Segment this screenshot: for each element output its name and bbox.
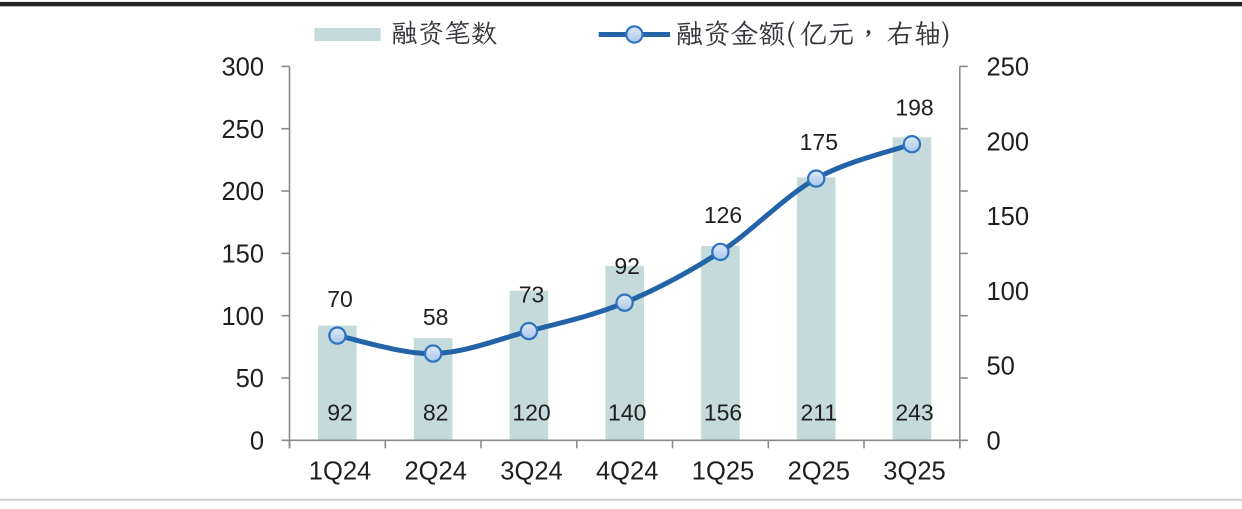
svg-text:50: 50 [236,365,264,393]
svg-text:250: 250 [221,116,264,144]
svg-text:156: 156 [704,399,742,425]
svg-text:198: 198 [895,95,933,121]
svg-text:200: 200 [221,178,264,206]
svg-text:100: 100 [987,278,1030,306]
svg-text:2Q24: 2Q24 [405,458,467,486]
svg-text:70: 70 [327,286,353,312]
svg-text:140: 140 [608,399,646,425]
svg-text:211: 211 [800,399,837,425]
svg-text:2Q25: 2Q25 [788,458,850,486]
svg-text:0: 0 [250,428,264,456]
svg-text:100: 100 [221,303,264,331]
svg-text:1Q25: 1Q25 [692,458,754,486]
svg-text:92: 92 [614,253,640,279]
svg-text:3Q24: 3Q24 [500,458,562,486]
svg-text:92: 92 [327,399,353,425]
svg-text:250: 250 [987,54,1030,82]
svg-text:175: 175 [800,129,838,155]
svg-text:300: 300 [221,54,264,82]
svg-text:3Q25: 3Q25 [883,458,945,486]
svg-text:120: 120 [512,399,550,425]
svg-text:1Q24: 1Q24 [309,458,371,486]
svg-text:0: 0 [987,428,1001,456]
svg-text:82: 82 [423,399,449,425]
svg-text:4Q24: 4Q24 [596,458,658,486]
svg-text:73: 73 [519,281,545,307]
svg-text:243: 243 [895,399,933,425]
svg-text:200: 200 [987,128,1030,156]
svg-text:58: 58 [423,304,449,330]
svg-text:50: 50 [987,353,1015,381]
svg-text:126: 126 [704,202,742,228]
svg-text:150: 150 [221,241,264,269]
svg-text:150: 150 [987,203,1030,231]
